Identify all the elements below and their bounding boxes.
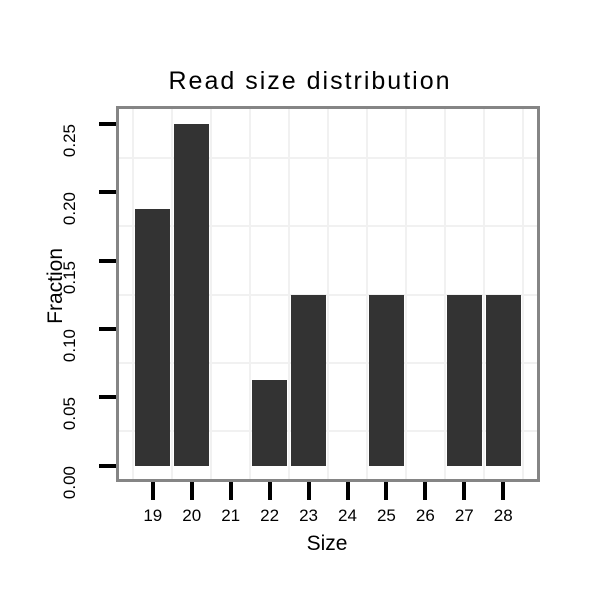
x-axis-tick-27 xyxy=(462,482,467,500)
x-tick-label-22: 22 xyxy=(260,506,280,525)
bar-23 xyxy=(291,294,327,466)
x-axis-tick-23 xyxy=(306,482,311,500)
x-axis-tick-24 xyxy=(345,482,350,500)
minor-gridline-horizontal xyxy=(119,225,537,228)
x-tick-label-24: 24 xyxy=(338,506,357,525)
bar-28 xyxy=(485,294,521,466)
y-axis-tick-0.00 xyxy=(99,463,116,468)
y-axis-tick-0.05 xyxy=(99,395,116,400)
x-tick-label-27: 27 xyxy=(454,506,474,525)
x-axis-tick-20 xyxy=(189,482,194,500)
bar-20 xyxy=(174,124,210,466)
minor-gridline-horizontal xyxy=(119,293,537,296)
y-axis-tick-0.10 xyxy=(99,326,116,331)
x-tick-label-20: 20 xyxy=(182,506,202,525)
y-tick-label-0.10: 0.10 xyxy=(60,328,79,362)
x-tick-label-19: 19 xyxy=(143,506,163,525)
bar-22 xyxy=(252,380,288,466)
minor-gridline-horizontal xyxy=(119,362,537,365)
x-tick-label-26: 26 xyxy=(415,506,435,525)
y-axis-tick-0.20 xyxy=(99,190,116,195)
x-axis-title: Size xyxy=(306,532,348,555)
x-axis-tick-26 xyxy=(423,482,428,500)
x-axis-tick-28 xyxy=(501,482,506,500)
x-axis-tick-25 xyxy=(384,482,389,500)
minor-gridline-horizontal xyxy=(119,157,537,160)
y-tick-label-0.25: 0.25 xyxy=(60,124,79,158)
bar-27 xyxy=(446,294,482,466)
bar-25 xyxy=(368,294,404,466)
y-tick-label-0.00: 0.00 xyxy=(60,465,79,499)
x-tick-label-28: 28 xyxy=(493,506,513,525)
y-axis-tick-0.25 xyxy=(99,122,116,126)
y-axis-tick-0.15 xyxy=(99,258,116,263)
chart-title: Read size distribution xyxy=(168,67,452,95)
x-axis-tick-21 xyxy=(228,482,233,500)
y-tick-label-0.05: 0.05 xyxy=(60,397,79,431)
y-tick-label-0.20: 0.20 xyxy=(60,192,79,226)
x-tick-label-21: 21 xyxy=(221,506,241,525)
bar-19 xyxy=(135,209,171,466)
x-tick-label-25: 25 xyxy=(376,506,396,525)
minor-gridline-horizontal xyxy=(119,430,537,433)
x-axis-tick-19 xyxy=(150,482,155,500)
y-tick-label-0.15: 0.15 xyxy=(60,260,79,294)
x-tick-label-23: 23 xyxy=(299,506,319,525)
x-axis-tick-22 xyxy=(267,482,272,500)
plot-panel xyxy=(116,106,540,482)
